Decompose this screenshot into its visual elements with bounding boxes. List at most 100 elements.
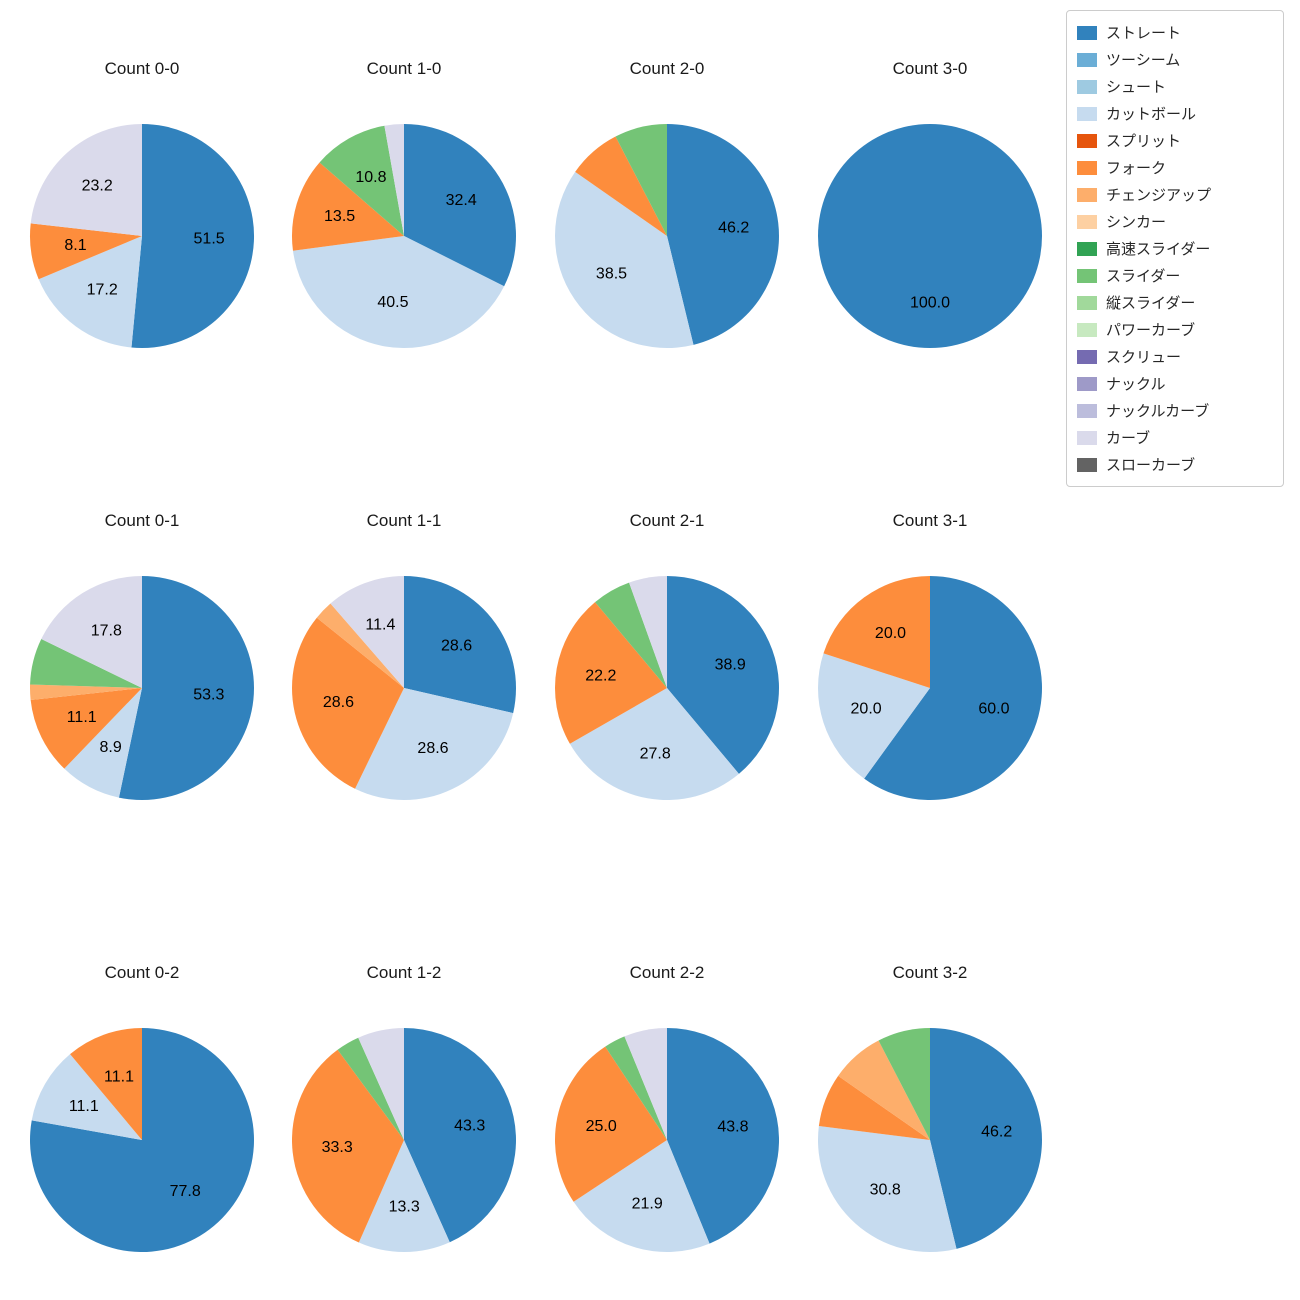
legend-item: パワーカーブ — [1077, 316, 1273, 343]
pie-slice — [404, 1028, 516, 1243]
pie-slice — [330, 576, 404, 688]
slice-label: 46.2 — [718, 220, 749, 237]
legend-swatch — [1077, 187, 1097, 202]
slice-label: 13.5 — [324, 208, 355, 225]
pie-slice — [615, 124, 667, 236]
pie-slice — [575, 136, 667, 236]
pie-slice — [292, 617, 404, 789]
legend-item: フォーク — [1077, 154, 1273, 181]
pie-slice — [316, 603, 404, 688]
pie-slice — [629, 576, 667, 688]
pie-slice — [291, 1049, 404, 1243]
legend-label: スローカーブ — [1106, 457, 1196, 474]
slice-label: 17.2 — [87, 282, 118, 299]
legend-swatch — [1077, 430, 1097, 445]
legend: ストレート ツーシーム シュート カットボール スプリット フォーク チェンジアップ シンカー… — [1066, 10, 1284, 487]
pie-slice — [30, 684, 143, 700]
pie-slice — [404, 124, 517, 287]
legend-label: チェンジアップ — [1106, 187, 1212, 204]
pie-figure: Count 0-2 77.8 11.1 11.1 — [22, 961, 262, 1260]
slice-label: 11.1 — [104, 1068, 134, 1085]
legend-swatch — [1077, 106, 1097, 121]
slice-label: 8.1 — [64, 237, 86, 254]
slice-label: 20.0 — [875, 625, 906, 642]
pie-slice — [355, 688, 514, 800]
pie-slice — [131, 123, 255, 348]
legend-swatch — [1077, 79, 1097, 94]
legend-swatch — [1077, 52, 1097, 67]
pie-slice — [817, 653, 930, 779]
slice-label: 10.8 — [355, 169, 386, 186]
pie-svg: 53.3 8.911.1 17.8 — [30, 576, 255, 800]
slice-label: 30.8 — [870, 1182, 901, 1199]
pie-figure: Count 0-0 51.5 17.2 8.1 23.2 — [22, 57, 262, 356]
pie-slice — [554, 1046, 667, 1202]
pie-svg: 32.4 40.5 13.5 10.8 — [291, 124, 517, 349]
slice-label: 21.9 — [632, 1196, 663, 1213]
slice-label: 46.2 — [981, 1124, 1012, 1141]
legend-item: スクリュー — [1077, 343, 1273, 370]
pie-slice — [291, 162, 404, 251]
pie-slice — [624, 1028, 667, 1140]
slice-label: 100.0 — [910, 295, 950, 312]
pie-svg: 46.2 38.5 — [555, 124, 779, 348]
pie-slice — [595, 582, 667, 688]
chart-title: Count 2-1 — [629, 511, 705, 530]
legend-label: パワーカーブ — [1106, 322, 1196, 339]
pie-slice — [31, 1054, 143, 1140]
slice-label: 51.5 — [194, 231, 225, 248]
legend-label: ツーシーム — [1106, 52, 1181, 69]
pie-slice — [818, 1075, 930, 1140]
pie-slice — [555, 171, 694, 348]
slice-label: 20.0 — [851, 700, 882, 717]
pie-slice — [292, 236, 505, 349]
legend-item: スプリット — [1077, 127, 1273, 154]
pie-slice — [70, 1028, 142, 1140]
legend-swatch — [1077, 403, 1097, 418]
pie-slice — [878, 1028, 930, 1140]
legend-swatch — [1077, 160, 1097, 175]
legend-label: カーブ — [1106, 430, 1151, 447]
slice-label: 23.2 — [82, 177, 113, 194]
pie-slice — [30, 223, 142, 280]
slice-label: 77.8 — [170, 1183, 201, 1200]
pie-figure: Count 2-1 38.9 27.8 22.2 — [547, 509, 787, 808]
pie-figure: Count 2-2 43.8 21.9 25.0 — [547, 961, 787, 1260]
pie-slice — [319, 125, 404, 236]
pie-svg: 38.9 27.8 22.2 — [554, 576, 780, 801]
slice-label: 8.9 — [99, 739, 121, 756]
slice-label: 17.8 — [91, 623, 122, 640]
slice-label: 11.4 — [365, 617, 395, 634]
slice-label: 28.6 — [417, 740, 448, 757]
legend-label: スプリット — [1106, 133, 1182, 150]
legend-swatch — [1077, 376, 1097, 391]
slice-label: 13.3 — [389, 1199, 420, 1216]
pie-slice — [384, 124, 404, 236]
slice-label: 27.8 — [640, 746, 671, 763]
legend-item: シンカー — [1077, 208, 1273, 235]
slice-label: 22.2 — [585, 668, 616, 685]
pie-figure: Count 1-0 32.4 40.5 13.5 10.8 — [284, 57, 524, 356]
legend-label: ナックル — [1106, 376, 1166, 393]
pie-slice — [667, 124, 779, 345]
legend-swatch — [1077, 322, 1097, 337]
slice-label: 32.4 — [446, 192, 477, 209]
legend-swatch — [1077, 25, 1097, 40]
chart-title: Count 2-2 — [629, 963, 705, 982]
pie-slice — [337, 1037, 404, 1140]
legend-items: ストレート ツーシーム シュート カットボール スプリット フォーク チェンジアップ シンカー… — [1077, 19, 1273, 478]
slice-label: 11.1 — [67, 709, 97, 726]
chart-title: Count 1-2 — [366, 963, 442, 982]
slice-label: 33.3 — [322, 1139, 353, 1156]
pie-slice — [64, 688, 142, 798]
pie-figure: Count 1-2 43.3 13.3 33.3 — [284, 961, 524, 1260]
legend-item: チェンジアップ — [1077, 181, 1273, 208]
slice-label: 25.0 — [586, 1118, 617, 1135]
legend-item: カーブ — [1077, 424, 1273, 451]
chart-title: Count 0-0 — [104, 59, 180, 78]
pie-slice — [30, 688, 142, 769]
slice-label: 28.6 — [323, 694, 354, 711]
pie-slice — [605, 1036, 667, 1140]
legend-label: シュート — [1106, 79, 1167, 96]
pie-slice — [667, 576, 780, 774]
